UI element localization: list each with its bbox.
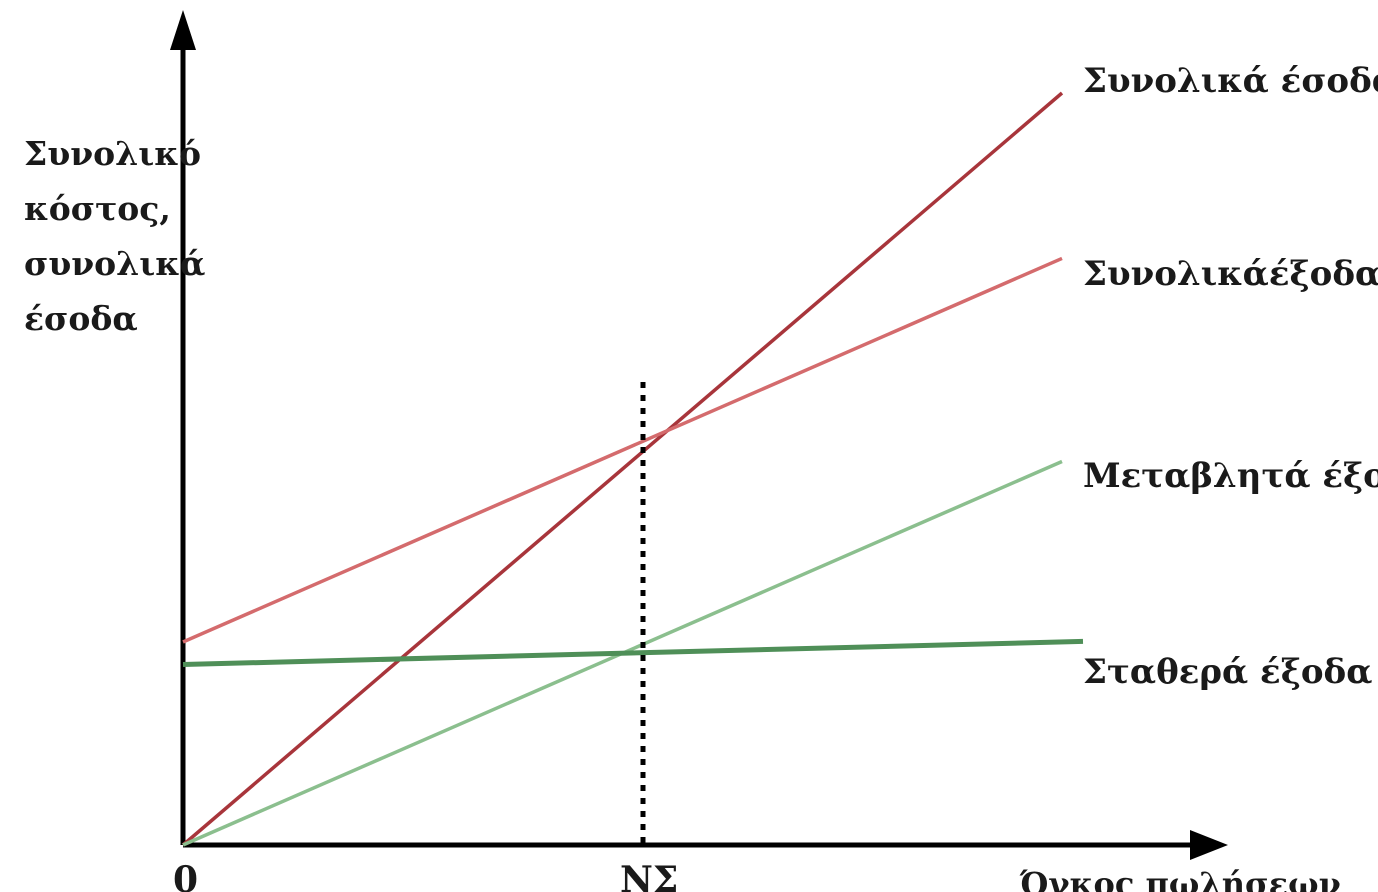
series-label-3: Μεταβλητά έξοδα: [1083, 456, 1378, 496]
y-axis-label-line-2: κόστος,: [24, 189, 171, 228]
y-axis-arrowhead: [170, 10, 196, 50]
series-labels: Συνολικά έσοδα Συνολικάέξοδα Μεταβλητά έξο…: [1083, 61, 1378, 692]
series-group: [181, 91, 1084, 847]
series-line-1: [181, 91, 1064, 847]
series-label-1: Συνολικά έσοδα: [1083, 61, 1378, 101]
x-tick-label-zero: 0: [173, 859, 198, 892]
y-axis-label-line-4: έσοδα: [24, 299, 138, 338]
y-axis-label-line-3: συνολικά: [24, 244, 205, 283]
series-line-2: [182, 256, 1063, 644]
series-label-4: Σταθερά έξοδα: [1083, 652, 1372, 692]
x-tick-label-break-even: ΝΣ: [620, 859, 678, 892]
series-label-2: Συνολικάέξοδα: [1083, 254, 1378, 294]
x-axis-label: Όγκος πωλήσεων: [1019, 865, 1341, 892]
x-axis-arrowhead: [1190, 830, 1228, 860]
series-line-4: [182, 638, 1084, 668]
y-axis-label-line-1: Συνολικό: [24, 134, 201, 173]
